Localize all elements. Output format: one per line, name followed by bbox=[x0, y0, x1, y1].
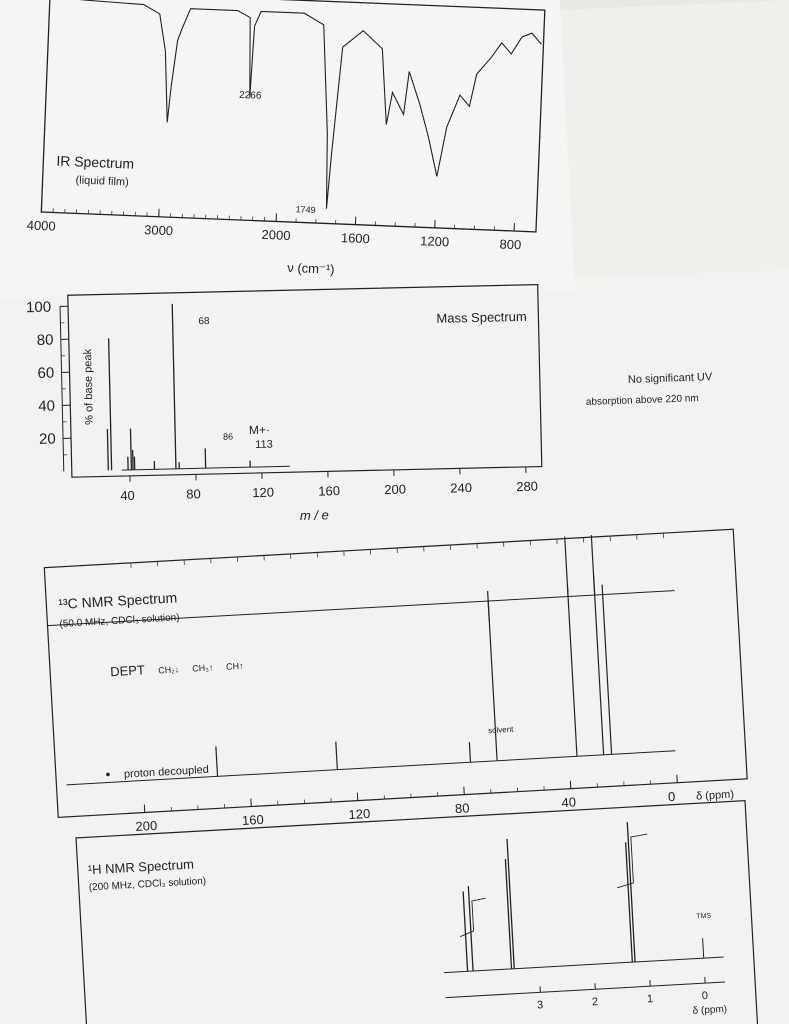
ms-peak-bar bbox=[107, 338, 113, 471]
h1-integral-1 bbox=[459, 897, 486, 938]
ms-x-tick-label: 80 bbox=[186, 486, 201, 501]
dept-item-ch2: CH₂↓ bbox=[158, 664, 180, 675]
c13-x-tick-label: 80 bbox=[455, 800, 470, 816]
ms-y-label: % of base peak bbox=[82, 348, 96, 425]
ms-peak-bar bbox=[171, 303, 177, 469]
c13-decoupled-peak bbox=[468, 742, 472, 763]
c13-dept-peak bbox=[590, 535, 596, 596]
c13-x-tick-label: 120 bbox=[348, 806, 371, 822]
h1-peak bbox=[506, 838, 515, 969]
ms-x-tick-label: 200 bbox=[384, 482, 406, 497]
c13-x-ticks: 200 160 120 80 40 0 δ (ppm) bbox=[130, 533, 735, 834]
uv-note-line-1: No significant UV bbox=[628, 371, 713, 386]
ms-x-tick-label: 40 bbox=[120, 488, 135, 503]
ms-frame bbox=[67, 283, 543, 478]
h1-peak bbox=[462, 891, 469, 972]
ms-title: Mass Spectrum bbox=[436, 309, 527, 326]
mass-spectrum: 100 80 60 40 20 40 80 120 160 200 240 280 Mass Spec… bbox=[26, 283, 543, 523]
c13-x-tick-label: 160 bbox=[242, 812, 265, 828]
dept-item-ch: CH↑ bbox=[226, 661, 244, 672]
h1-x-ticks: 3 2 1 0 δ (ppm) bbox=[445, 977, 727, 1017]
dept-label: DEPT bbox=[110, 662, 146, 679]
h1-tms-peak bbox=[702, 938, 705, 959]
c13-x-unit-label: δ (ppm) bbox=[696, 789, 735, 803]
ms-peak-label-68: 68 bbox=[198, 316, 210, 327]
h1-frame bbox=[75, 799, 759, 1024]
ir-peak-label: 1749 bbox=[295, 204, 315, 215]
h1-baseline bbox=[444, 956, 724, 974]
h1-x-tick-label: 3 bbox=[537, 999, 544, 1011]
lower-paper bbox=[0, 270, 789, 1024]
c13-x-tick-label: 0 bbox=[668, 789, 676, 804]
ir-x-tick-label: 800 bbox=[499, 236, 521, 252]
h1-x-tick-label: 2 bbox=[592, 996, 599, 1008]
h1-x-unit-label: δ (ppm) bbox=[692, 1004, 727, 1017]
c13-decoupled-peak bbox=[601, 584, 613, 755]
top-paper bbox=[0, 0, 575, 290]
h1-title: ¹H NMR Spectrum bbox=[87, 856, 194, 877]
ms-y-tick-label: 60 bbox=[37, 365, 54, 382]
ir-x-tick-label: 3000 bbox=[144, 222, 174, 238]
ir-x-ticks: 4000 3000 2000 1600 1200 800 bbox=[26, 204, 522, 252]
ms-y-tick-label: 100 bbox=[26, 299, 51, 317]
decoupled-baseline bbox=[66, 750, 676, 786]
c13-dept-peak bbox=[564, 536, 569, 597]
ms-y-tick-label: 40 bbox=[38, 398, 55, 415]
ms-peak-bar bbox=[106, 429, 109, 471]
c13-decoupled-peak bbox=[592, 575, 605, 755]
c13-frame bbox=[43, 528, 748, 818]
ir-x-label: ν (cm⁻¹) bbox=[287, 260, 335, 277]
c13-decoupled-peak bbox=[215, 746, 219, 777]
c13-x-tick-label: 200 bbox=[135, 818, 158, 834]
solvent-label: solvent bbox=[488, 725, 515, 735]
ms-peak-label-113: 113 bbox=[255, 439, 273, 451]
uv-note-line-2: absorption above 220 nm bbox=[586, 393, 699, 408]
ir-frame bbox=[40, 0, 546, 233]
ir-peak-label: 2266 bbox=[239, 90, 262, 102]
c13-title: ¹³C NMR Spectrum bbox=[58, 589, 178, 612]
dept-baseline bbox=[47, 590, 675, 627]
h1-axis bbox=[445, 981, 726, 999]
ms-y-tick-label: 20 bbox=[39, 431, 56, 448]
ms-x-tick-label: 120 bbox=[252, 485, 274, 500]
tms-label: TMS bbox=[696, 913, 711, 921]
proton-decoupled-label: proton decoupled bbox=[124, 764, 210, 781]
h1-integral-2 bbox=[617, 833, 648, 889]
h1-peak bbox=[624, 842, 633, 963]
ir-x-tick-label: 1200 bbox=[420, 233, 450, 249]
ms-peak-label-molecular-ion: M+· bbox=[249, 423, 270, 437]
ir-subtitle: (liquid film) bbox=[75, 174, 129, 188]
ms-x-label: m / e bbox=[300, 507, 329, 523]
bullet-dot bbox=[106, 772, 110, 777]
c13-dept-peak bbox=[487, 600, 490, 621]
h1-peak bbox=[626, 822, 636, 963]
h1-x-tick-label: 1 bbox=[647, 993, 654, 1005]
ms-axis: 100 80 60 40 20 40 80 120 160 200 240 280 bbox=[26, 299, 538, 503]
ms-x-tick-label: 240 bbox=[450, 480, 472, 495]
c13-nmr-spectrum: 200 160 120 80 40 0 δ (ppm) ¹³C NMR Spectrum (… bbox=[43, 528, 748, 834]
c13-x-tick-label: 40 bbox=[561, 794, 576, 810]
h1-peak bbox=[504, 859, 513, 969]
ir-x-tick-label: 4000 bbox=[26, 217, 56, 233]
ms-bars bbox=[106, 303, 251, 471]
h1-peaks bbox=[444, 822, 724, 974]
ms-peak-label-86: 86 bbox=[223, 432, 233, 442]
ir-trace bbox=[49, 0, 542, 209]
ms-x-tick-label: 160 bbox=[318, 483, 340, 498]
c13-peaks bbox=[215, 535, 613, 777]
c13-decoupled-peak bbox=[566, 586, 578, 757]
ir-x-tick-label: 2000 bbox=[261, 227, 291, 243]
ms-x-tick-label: 280 bbox=[516, 479, 538, 494]
ir-spectrum: 4000 3000 2000 1600 1200 800 IR Spectrum (liq… bbox=[26, 0, 546, 277]
ir-title: IR Spectrum bbox=[56, 153, 134, 172]
ms-y-tick-label: 80 bbox=[37, 332, 54, 349]
c13-decoupled-peak bbox=[335, 741, 338, 770]
ms-peak-bar bbox=[129, 428, 133, 470]
h1-peak bbox=[467, 886, 474, 972]
dept-item-ch3: CH₃↑ bbox=[192, 662, 214, 673]
ir-x-tick-label: 1600 bbox=[341, 230, 371, 246]
h1-x-tick-label: 0 bbox=[702, 990, 709, 1002]
